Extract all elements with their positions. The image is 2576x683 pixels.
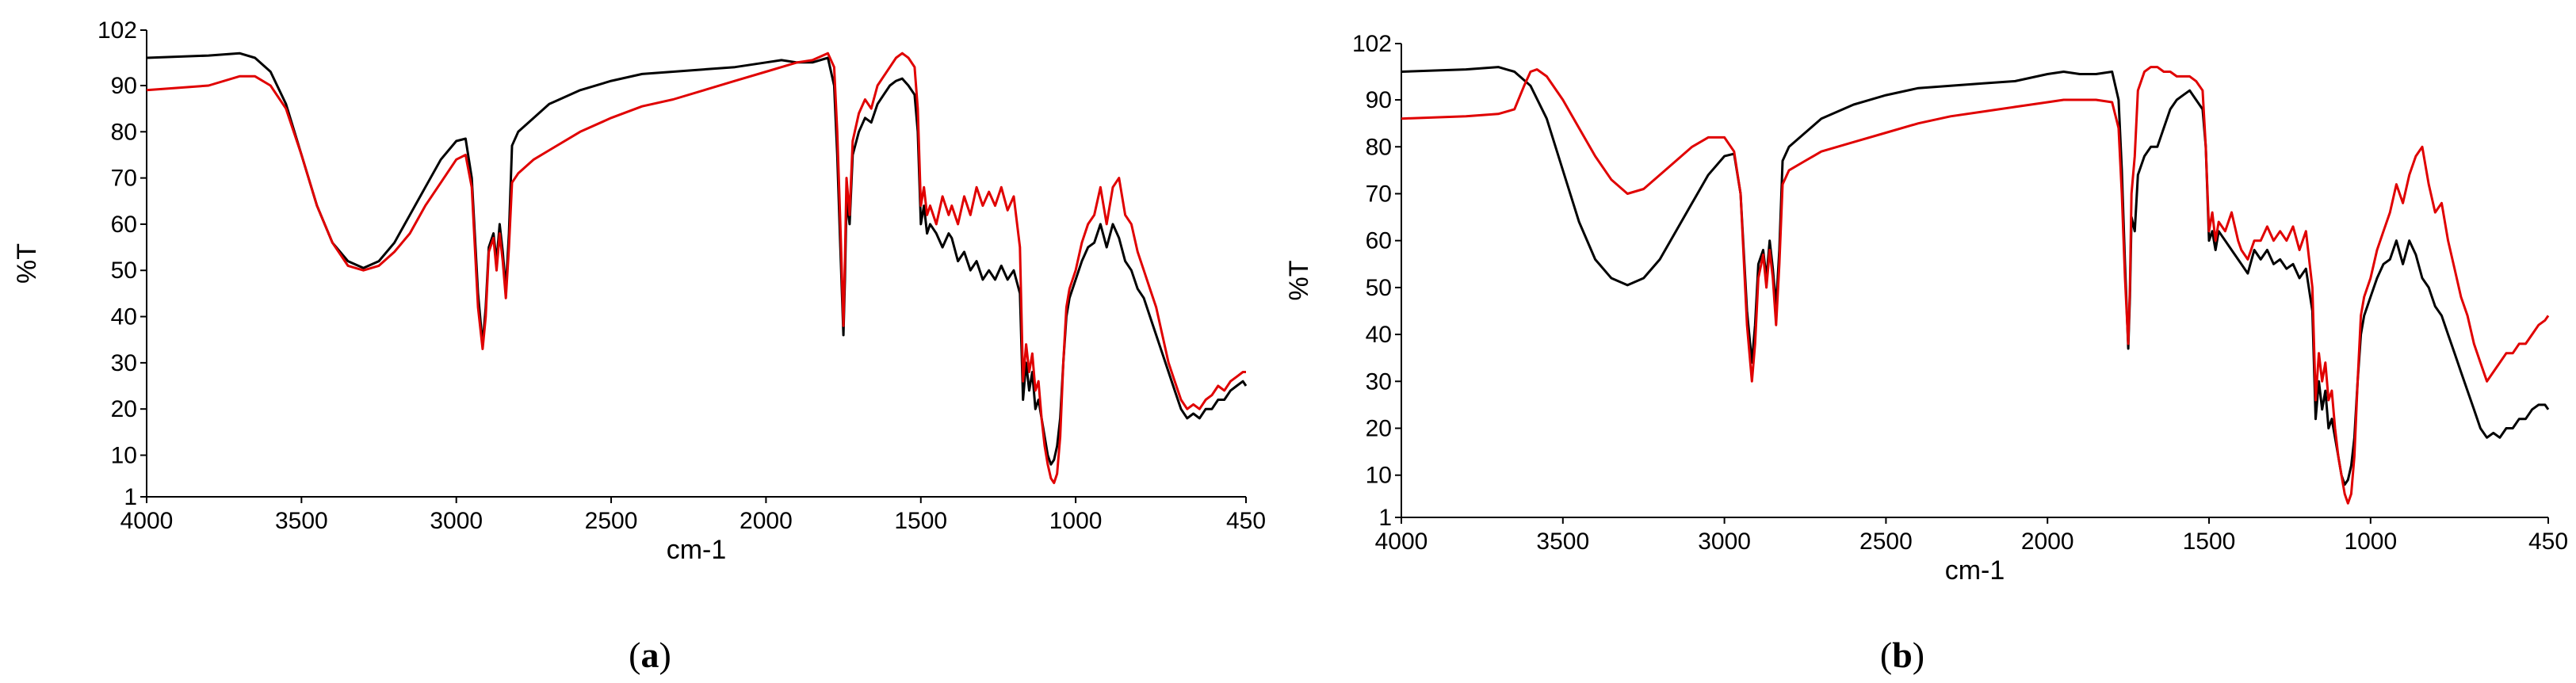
panel-label: (b): [1880, 635, 1924, 675]
y-tick-label: 90: [111, 73, 137, 99]
x-tick-label: 2000: [740, 508, 793, 534]
y-tick-label: 90: [1366, 87, 1392, 113]
panel-label: (a): [629, 635, 671, 675]
x-tick-label: 2500: [585, 508, 638, 534]
x-tick-label: 3000: [430, 508, 483, 534]
x-tick-label: 3000: [1698, 528, 1751, 555]
x-tick-label: 2500: [1859, 528, 1913, 555]
x-tick-label: 450: [2528, 528, 2568, 555]
y-tick-label: 80: [111, 119, 137, 145]
series-line-2: [146, 52, 1246, 484]
y-tick-label: 1: [124, 484, 137, 510]
y-tick-label: 50: [1366, 275, 1392, 301]
y-tick-label: 1: [1378, 505, 1392, 531]
x-tick-label: 1000: [1049, 508, 1103, 534]
y-tick-label: 50: [111, 258, 137, 284]
y-tick-label: 10: [111, 443, 137, 469]
series-line-2: [1401, 66, 2550, 505]
y-axis-label: %T: [1284, 261, 1314, 301]
panel-letter: b: [1892, 635, 1913, 675]
y-tick-label: 80: [1366, 134, 1392, 160]
x-tick-label: 450: [1226, 508, 1266, 534]
x-tick-label: 2000: [2021, 528, 2074, 555]
y-tick-label: 30: [1366, 368, 1392, 395]
y-tick-label: 40: [111, 304, 137, 330]
y-tick-label: 102: [97, 17, 137, 44]
y-tick-label: 30: [111, 350, 137, 376]
y-tick-label: 20: [1366, 416, 1392, 442]
x-tick-label: 4000: [120, 508, 174, 534]
x-axis-label: cm-1: [667, 535, 727, 565]
x-tick-label: 1500: [2183, 528, 2236, 555]
x-axis-label: cm-1: [1945, 555, 2005, 586]
x-tick-label: 3500: [275, 508, 328, 534]
y-tick-label: 60: [1366, 228, 1392, 254]
x-tick-label: 1500: [894, 508, 947, 534]
x-tick-label: 1000: [2344, 528, 2397, 555]
panel-letter: a: [641, 635, 659, 675]
y-tick-label: 102: [1352, 31, 1392, 57]
y-tick-label: 20: [111, 396, 137, 422]
y-tick-label: 10: [1366, 463, 1392, 489]
y-axis-label: %T: [12, 243, 42, 284]
y-tick-label: 70: [1366, 181, 1392, 207]
x-tick-label: 3500: [1536, 528, 1589, 555]
x-tick-label: 4000: [1375, 528, 1428, 555]
y-tick-label: 60: [111, 212, 137, 238]
y-tick-label: 40: [1366, 322, 1392, 348]
y-tick-label: 70: [111, 166, 137, 192]
